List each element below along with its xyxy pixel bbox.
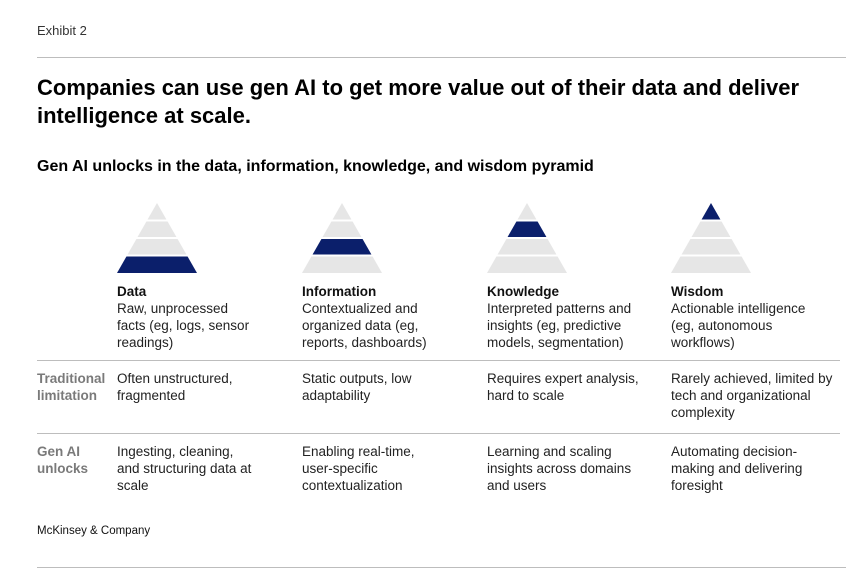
table-cell: Automating decision-making and deliverin…: [671, 444, 803, 493]
pyramid-level-lower-middle: [681, 239, 741, 255]
column-description: Actionable intelligence (eg, autonomous …: [671, 301, 806, 350]
pyramid-wisdom-icon: [671, 203, 751, 273]
pyramid-level-top: [147, 203, 167, 220]
pyramid-level-lower-middle: [127, 239, 187, 255]
column-heading: Information: [302, 284, 377, 299]
diagram-subtitle: Gen AI unlocks in the data, information,…: [37, 158, 594, 175]
bottom-divider: [37, 567, 846, 568]
top-divider: [37, 57, 846, 58]
pyramid-level-upper-middle: [507, 221, 547, 237]
table-cell: Requires expert analysis, hard to scale: [487, 371, 639, 403]
pyramid-level-bottom: [302, 256, 382, 273]
table-cell: Ingesting, cleaning, and structuring dat…: [117, 444, 252, 493]
column-description: Raw, unprocessed facts (eg, logs, sensor…: [117, 301, 250, 350]
pyramid-level-upper-middle: [322, 221, 362, 237]
page-title: Companies can use gen AI to get more val…: [37, 75, 800, 128]
pyramid-level-upper-middle: [137, 221, 177, 237]
column-heading: Wisdom: [671, 284, 724, 299]
column-knowledge: Knowledge Interpreted patterns and insig…: [487, 283, 662, 351]
row-label-traditional-limitation: Traditional limitation: [37, 371, 106, 403]
pyramid-knowledge-icon: [487, 203, 567, 273]
pyramid-level-lower-middle: [312, 239, 372, 255]
table-cell: Often unstructured, fragmented: [117, 371, 233, 403]
column-data: Data Raw, unprocessed facts (eg, logs, s…: [117, 283, 292, 351]
pyramid-level-bottom: [117, 256, 197, 273]
pyramid-level-bottom: [671, 256, 751, 273]
pyramid-information-icon: [302, 203, 382, 273]
row-divider: [37, 360, 840, 361]
pyramid-level-lower-middle: [497, 239, 557, 255]
pyramid-data-icon: [117, 203, 197, 273]
column-heading: Data: [117, 284, 147, 299]
column-wisdom: Wisdom Actionable intelligence (eg, auto…: [671, 283, 846, 351]
footer-brand: McKinsey & Company: [37, 525, 151, 537]
row-label-gen-ai-unlocks: Gen AI unlocks: [37, 444, 89, 476]
column-description: Interpreted patterns and insights (eg, p…: [487, 301, 632, 350]
column-description: Contextualized and organized data (eg, r…: [302, 301, 427, 350]
row-divider: [37, 433, 840, 434]
pyramid-level-top: [517, 203, 537, 220]
exhibit-label: Exhibit 2: [37, 23, 87, 38]
column-heading: Knowledge: [487, 284, 560, 299]
pyramid-level-bottom: [487, 256, 567, 273]
pyramid-level-top: [332, 203, 352, 220]
table-cell: Enabling real-time, user-specific contex…: [302, 444, 415, 493]
table-cell: Rarely achieved, limited by tech and org…: [671, 371, 833, 420]
column-information: Information Contextualized and organized…: [302, 283, 477, 351]
table-cell: Learning and scaling insights across dom…: [487, 444, 632, 493]
table-cell: Static outputs, low adaptability: [302, 371, 412, 403]
pyramid-level-upper-middle: [691, 221, 731, 237]
pyramid-level-top: [701, 203, 721, 220]
